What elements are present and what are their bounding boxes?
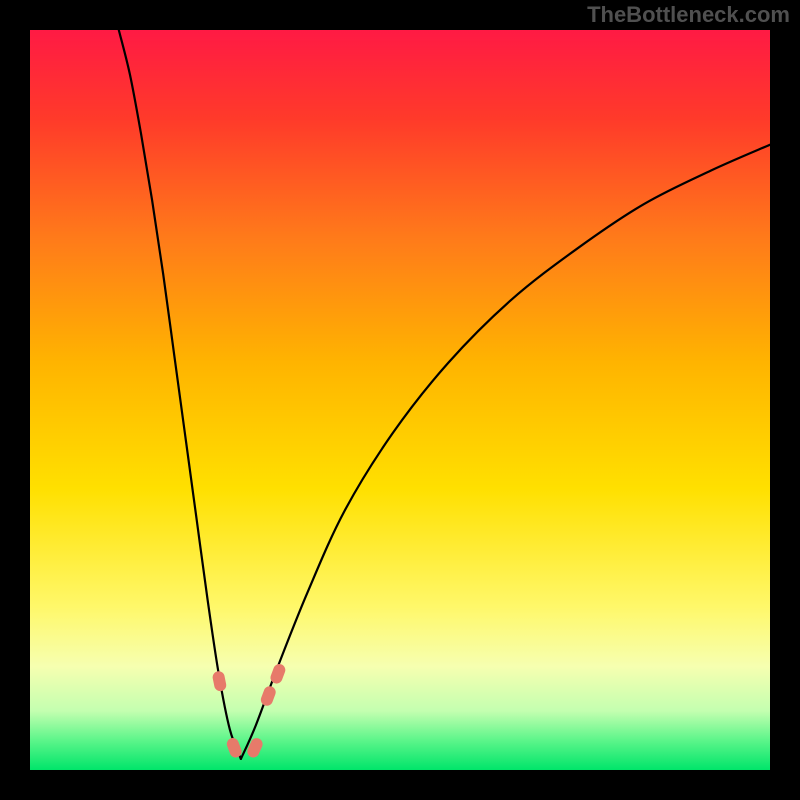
chart-container: { "watermark": { "text": "TheBottleneck.… [0, 0, 800, 800]
gradient-background [30, 30, 770, 770]
bottleneck-curve-chart [0, 0, 800, 800]
watermark-text: TheBottleneck.com [587, 2, 790, 28]
